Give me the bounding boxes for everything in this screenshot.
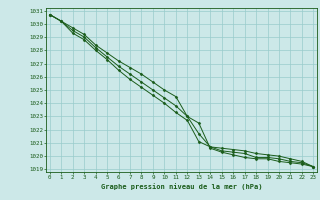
X-axis label: Graphe pression niveau de la mer (hPa): Graphe pression niveau de la mer (hPa)	[101, 183, 262, 190]
